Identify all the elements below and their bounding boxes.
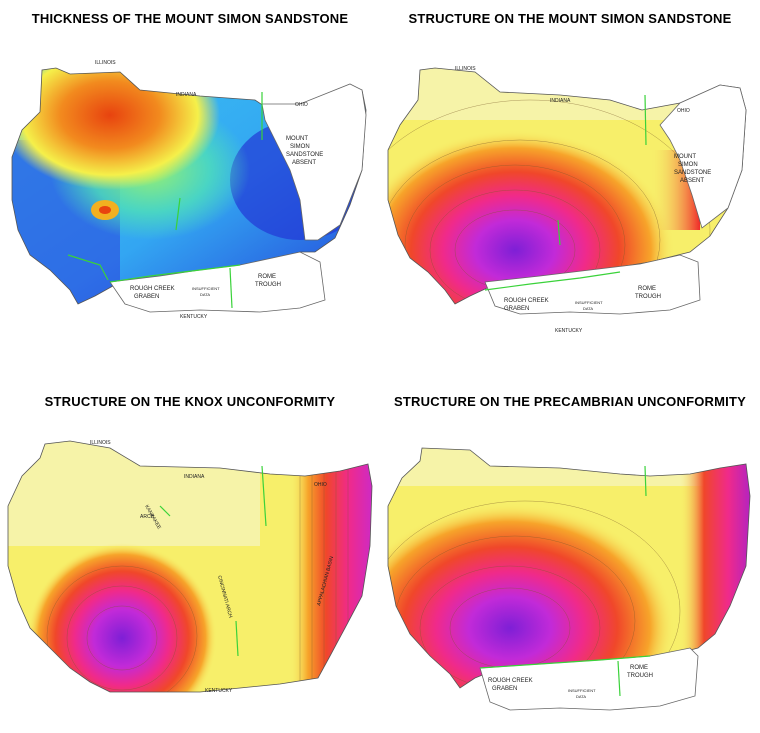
label-indiana: INDIANA (550, 98, 571, 104)
label-kentucky: KENTUCKY (205, 688, 233, 694)
label-trough: TROUGH (635, 294, 661, 300)
label-ohio: OHIO (295, 102, 308, 108)
label-absent-1: MOUNT (674, 154, 696, 160)
label-kentucky: KENTUCKY (555, 328, 583, 334)
label-illinois: ILLINOIS (90, 440, 111, 446)
label-kentucky: KENTUCKY (180, 314, 208, 320)
panel-title: STRUCTURE ON THE MOUNT SIMON SANDSTONE (408, 11, 732, 26)
label-illinois: ILLINOIS (455, 66, 476, 72)
label-data: DATA (583, 306, 593, 311)
structure-mount-simon-map: ILLINOIS INDIANA OHIO MOUNT SIMON SANDST… (387, 66, 747, 334)
panel-structure-mount-simon: STRUCTURE ON THE MOUNT SIMON SANDSTONE (380, 0, 760, 366)
label-trough: TROUGH (627, 673, 653, 679)
label-absent-3: SANDSTONE (674, 170, 711, 176)
label-rome: ROME (630, 665, 648, 671)
thickness-map: ILLINOIS INDIANA OHIO MOUNT SIMON SANDST… (11, 60, 367, 320)
panel-title: STRUCTURE ON THE KNOX UNCONFORMITY (44, 394, 336, 409)
label-insufficient: INSUFFICIENT (568, 688, 596, 693)
label-graben: GRABEN (492, 686, 517, 692)
label-absent-4: ABSENT (680, 178, 704, 184)
label-absent-4: ABSENT (292, 160, 316, 166)
label-rough-creek: ROUGH CREEK (130, 286, 175, 292)
label-ohio: OHIO (677, 108, 690, 114)
label-indiana: INDIANA (176, 92, 197, 98)
label-rome: ROME (258, 274, 276, 280)
label-indiana: INDIANA (184, 474, 205, 480)
label-absent-2: SIMON (290, 144, 310, 150)
label-ohio: OHIO (314, 482, 327, 488)
structure-knox-map: ILLINOIS INDIANA OHIO KANKAKEE ARCH CINC… (7, 440, 373, 694)
label-kankakee-arch: ARCH (140, 514, 155, 520)
panel-thickness-mount-simon: THICKNESS OF THE MOUNT SIMON SANDSTONE (0, 0, 380, 366)
label-rough-creek: ROUGH CREEK (488, 678, 533, 684)
label-graben: GRABEN (504, 306, 529, 312)
panel-structure-precambrian: STRUCTURE ON THE PRECAMBRIAN UNCONFORMIT… (380, 366, 760, 732)
panel-title: THICKNESS OF THE MOUNT SIMON SANDSTONE (31, 11, 349, 26)
label-absent-2: SIMON (678, 162, 698, 168)
label-data: DATA (576, 694, 586, 699)
label-data: DATA (200, 292, 210, 297)
label-absent-1: MOUNT (286, 136, 308, 142)
label-absent-3: SANDSTONE (286, 152, 323, 158)
label-rome: ROME (638, 286, 656, 292)
label-trough: TROUGH (255, 282, 281, 288)
panel-structure-knox: STRUCTURE ON THE KNOX UNCONFORMITY (0, 366, 380, 732)
label-insufficient: INSUFFICIENT (575, 300, 603, 305)
panel-title: STRUCTURE ON THE PRECAMBRIAN UNCONFORMIT… (394, 394, 746, 409)
structure-precambrian-map: ROUGH CREEK GRABEN ROME TROUGH INSUFFICI… (387, 447, 751, 711)
label-illinois: ILLINOIS (95, 60, 116, 66)
label-graben: GRABEN (134, 294, 159, 300)
label-insufficient: INSUFFICIENT (192, 286, 220, 291)
label-rough-creek: ROUGH CREEK (504, 298, 549, 304)
